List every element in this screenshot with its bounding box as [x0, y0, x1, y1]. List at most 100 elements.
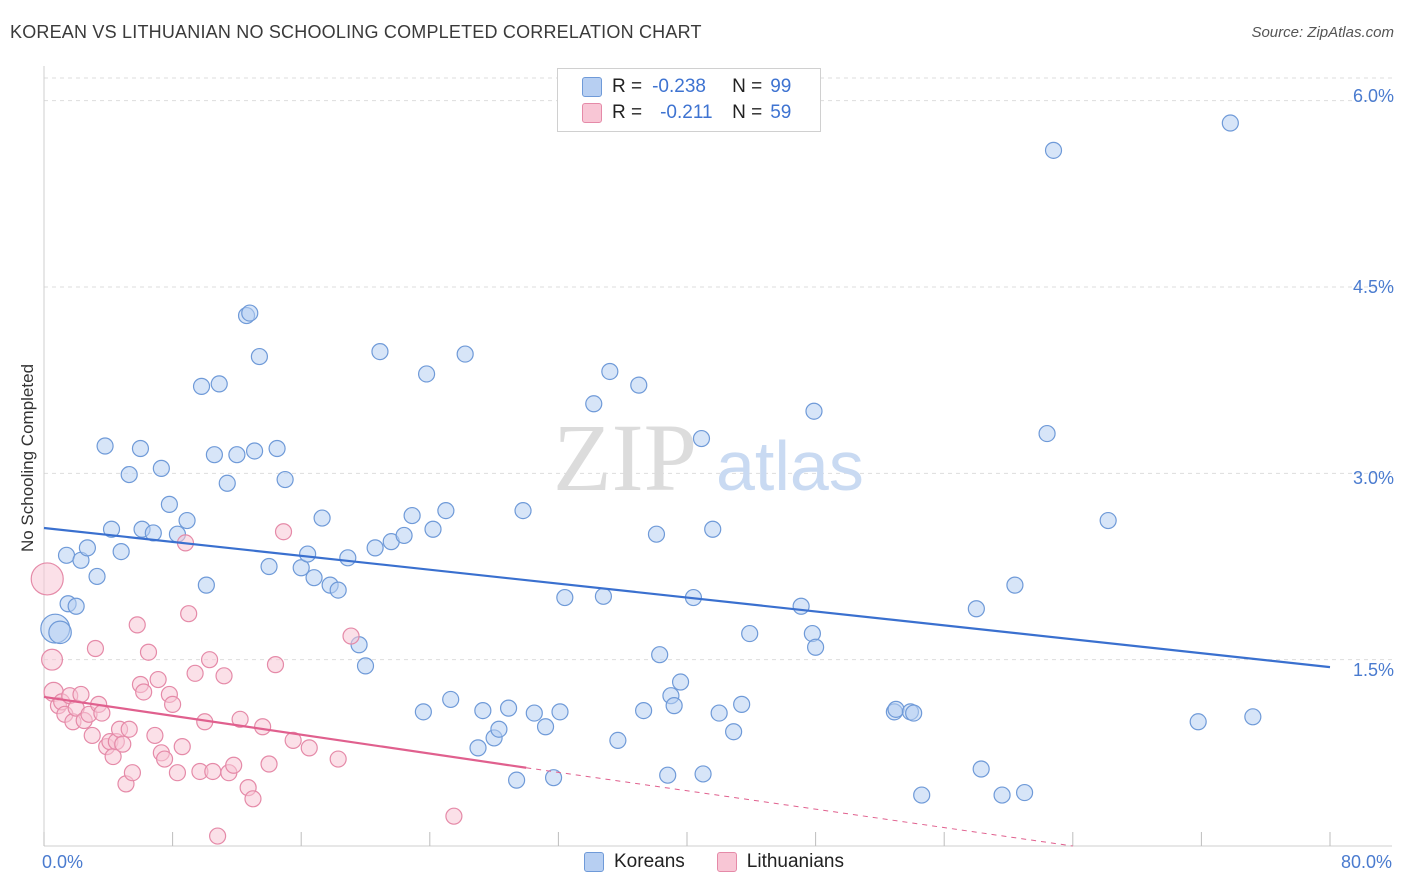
korean-point — [651, 646, 669, 664]
korean-point — [57, 546, 76, 564]
korean-point — [417, 365, 436, 383]
axes — [43, 66, 1392, 847]
korean-point — [609, 731, 627, 750]
korean-point — [556, 588, 574, 607]
korean-point — [442, 690, 460, 709]
korean-point — [356, 657, 375, 675]
y-tick-label: 4.5% — [1352, 277, 1394, 297]
lithuanian-swatch — [716, 852, 737, 872]
korean-point — [671, 673, 690, 691]
korean-point — [544, 769, 563, 787]
correlation-legend: R = -0.238 N = 99 R = -0.211 N = 59 — [557, 68, 821, 132]
lithuanian-point — [83, 726, 101, 745]
korean-point — [395, 526, 413, 545]
lithuanian-point — [155, 750, 174, 768]
korean-point — [490, 720, 508, 738]
korean-point — [1099, 511, 1117, 530]
korean-point — [630, 376, 648, 394]
korean-swatch — [582, 77, 602, 97]
korean-point — [733, 695, 751, 713]
lithuanian-point — [114, 735, 132, 753]
lithuanian-point — [135, 683, 153, 701]
y-axis-label: No Schooling Completed — [18, 363, 37, 553]
korean-point — [474, 701, 492, 720]
lithuanian-point — [342, 627, 360, 645]
n-label: N = — [732, 76, 763, 97]
korean-points — [40, 114, 1262, 804]
lithuanian-point — [445, 807, 463, 825]
korean-point — [665, 697, 683, 715]
korean-point — [551, 703, 569, 721]
lithuanian-trend-extension — [526, 767, 1073, 847]
korean-point — [508, 771, 526, 789]
n-value: 59 — [770, 102, 792, 123]
korean-point — [424, 520, 442, 538]
korean-point — [659, 766, 677, 784]
chart-title: KOREAN VS LITHUANIAN NO SCHOOLING COMPLE… — [10, 22, 702, 42]
korean-point — [525, 704, 543, 722]
trend-lines — [43, 526, 1331, 847]
korean-point — [1038, 424, 1056, 443]
x-axis-min-label: 0.0% — [42, 852, 84, 872]
lithuanian-point — [41, 648, 64, 671]
lithuanian-point — [86, 639, 105, 658]
korean-point — [905, 704, 923, 722]
korean-point — [792, 597, 810, 615]
lithuanian-point — [329, 750, 347, 768]
lithuanian-point — [128, 616, 146, 634]
korean-point — [993, 786, 1011, 804]
korean-point — [634, 701, 653, 720]
series-legend: Koreans Lithuanians — [584, 851, 876, 873]
y-tick-label: 1.5% — [1352, 660, 1394, 680]
korean-point — [1244, 708, 1262, 726]
korean-point — [585, 395, 603, 413]
korean-point — [48, 620, 72, 645]
korean-point — [704, 520, 722, 538]
r-label: R = — [612, 102, 643, 123]
n-value: 99 — [770, 76, 792, 97]
korean-point — [78, 539, 97, 557]
lithuanian-point — [164, 695, 182, 713]
legend-row-lithuanians: R = -0.211 N = 59 — [582, 101, 791, 125]
lithuanian-point — [274, 523, 293, 541]
lithuanian-point — [93, 704, 111, 722]
x-axis-max-label: 80.0% — [1340, 852, 1392, 872]
korean-point — [1044, 141, 1063, 159]
lithuanian-point — [173, 738, 191, 756]
r-value: -0.211 — [660, 102, 713, 123]
korean-point — [972, 760, 990, 778]
korean-point — [647, 525, 666, 543]
korean-point — [1006, 576, 1024, 594]
lithuanian-point — [244, 790, 262, 808]
korean-point — [805, 402, 823, 420]
korean-point — [241, 304, 259, 322]
watermark-atlas-text: atlas — [716, 427, 864, 505]
lithuanian-point — [120, 720, 138, 738]
korean-point — [88, 567, 106, 586]
korean-point — [96, 437, 114, 455]
korean-point — [218, 474, 236, 492]
korean-point — [366, 539, 384, 557]
lithuanian-point — [215, 667, 233, 685]
lithuanian-point — [123, 764, 142, 782]
korean-point — [228, 446, 246, 464]
grid-lines — [44, 77, 1392, 661]
lithuanian-point — [209, 827, 227, 845]
lithuanian-trend-line — [43, 695, 527, 769]
korean-point — [499, 699, 518, 717]
lithuanian-point — [260, 755, 278, 773]
korean-point — [313, 509, 331, 527]
korean-point — [192, 377, 211, 395]
korean-point — [245, 442, 264, 460]
korean-point — [536, 718, 555, 736]
lithuanian-point — [254, 718, 272, 736]
lithuanian-point — [139, 643, 158, 661]
korean-point — [594, 587, 613, 605]
korean-point — [694, 765, 712, 783]
legend-item-lithuanians[interactable]: Lithuanians — [716, 851, 844, 873]
lithuanian-point — [300, 739, 318, 757]
legend-label: Lithuanians — [746, 851, 844, 872]
legend-item-koreans[interactable]: Koreans — [584, 851, 685, 873]
korean-point — [210, 375, 228, 393]
